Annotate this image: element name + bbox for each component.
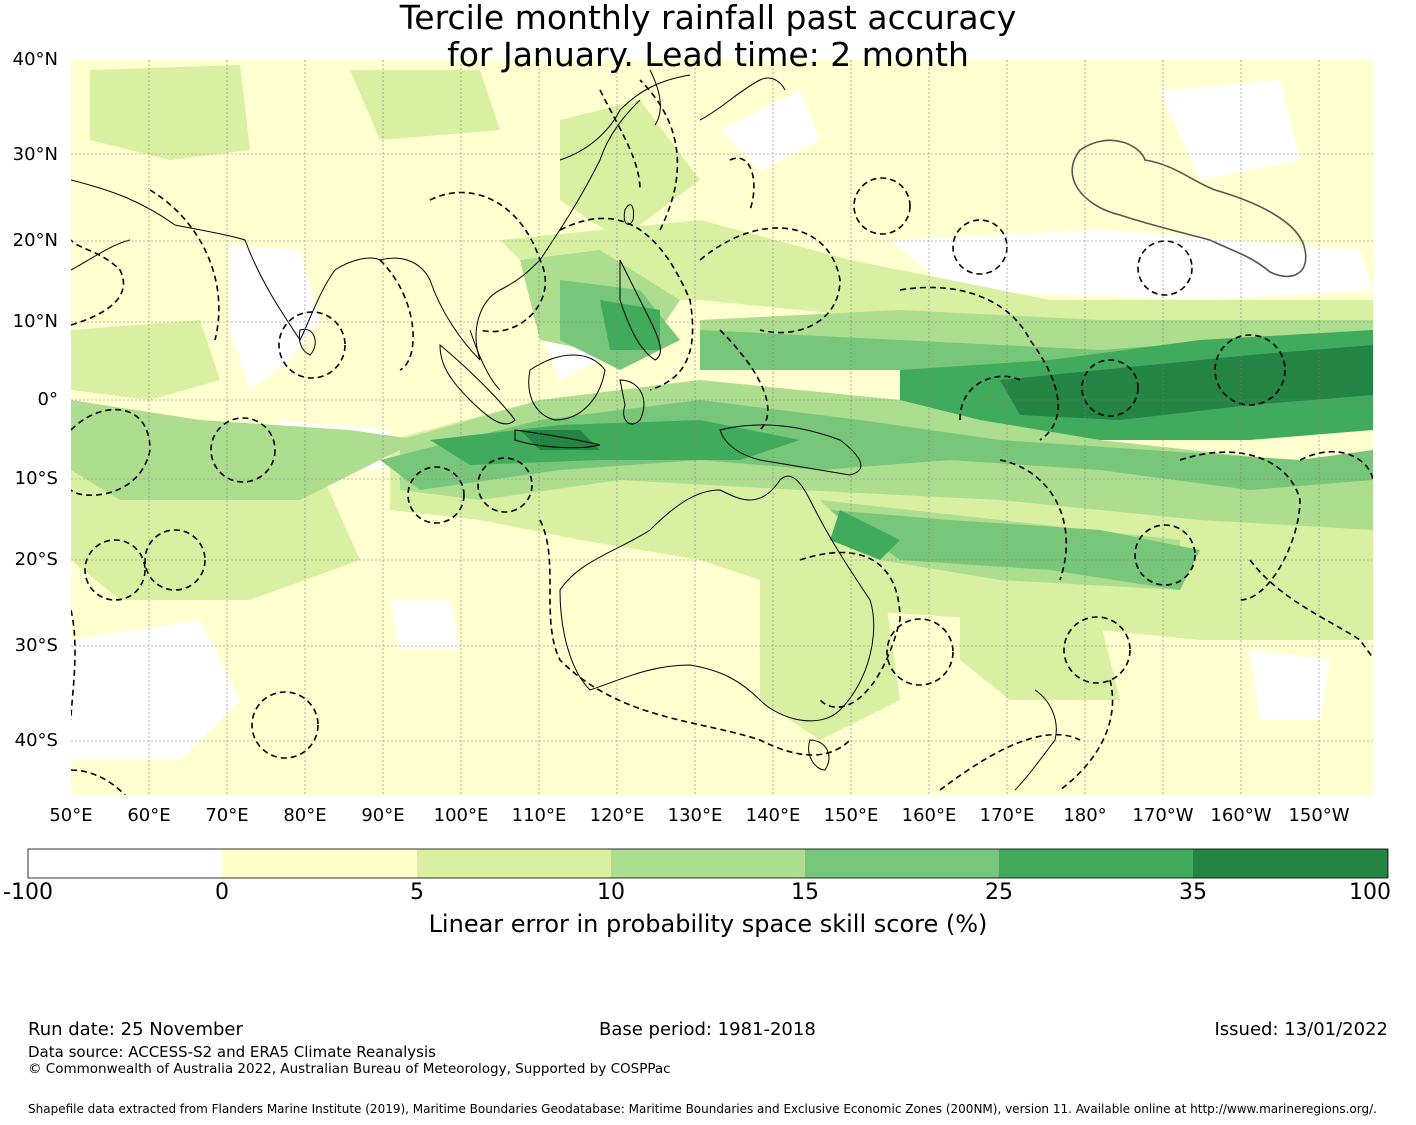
colorbar-bin-0-5: [222, 849, 417, 878]
data-source: Data source: ACCESS-S2 and ERA5 Climate …: [28, 1043, 436, 1061]
colorbar-tick-10: 10: [597, 880, 625, 905]
colorbar-tick-0: 0: [215, 880, 229, 905]
copyright-notice: © Commonwealth of Australia 2022, Austra…: [28, 1061, 671, 1077]
lon-label-160w: 160°W: [1210, 805, 1272, 826]
colorbar-label: Linear error in probability space skill …: [428, 910, 988, 938]
lat-label-equator: 0°: [37, 389, 58, 410]
issued-date: Issued: 13/01/2022: [1214, 1019, 1388, 1040]
hawaii-eez-boundary: [1071, 139, 1307, 278]
lon-label-180: 180°: [1063, 805, 1107, 826]
lon-label-170e: 170°E: [979, 805, 1035, 826]
base-period: Base period: 1981-2018: [599, 1019, 816, 1040]
lat-label-40s: 40°S: [14, 730, 58, 751]
lat-label-40n: 40°N: [12, 49, 58, 70]
colorbar-bin-15-25: [805, 849, 999, 878]
colorbar-tick-100: 100: [1349, 880, 1391, 905]
skill-map: [71, 60, 1373, 795]
coastlines: [71, 69, 1057, 791]
lon-label-80e: 80°E: [283, 805, 327, 826]
colorbar-tick-15: 15: [791, 880, 819, 905]
colorbar-tick-5: 5: [410, 880, 424, 905]
lon-label-170w: 170°W: [1132, 805, 1194, 826]
colorbar-bin-25-35: [999, 849, 1193, 878]
colorbar-tick-25: 25: [985, 880, 1013, 905]
lat-label-30s: 30°S: [14, 635, 58, 656]
colorbar-frame: [27, 848, 1389, 879]
lon-label-70e: 70°E: [205, 805, 249, 826]
lon-label-60e: 60°E: [127, 805, 171, 826]
lon-label-50e: 50°E: [49, 805, 93, 826]
run-date: Run date: 25 November: [28, 1019, 243, 1040]
lon-label-120e: 120°E: [589, 805, 645, 826]
lon-label-160e: 160°E: [901, 805, 957, 826]
map-title-line-2: for January. Lead time: 2 month: [447, 35, 969, 74]
skill-35-100-areas: [520, 345, 1373, 450]
colorbar-tick-neg100: -100: [3, 880, 53, 905]
lon-label-150w: 150°W: [1288, 805, 1350, 826]
lon-label-130e: 130°E: [667, 805, 723, 826]
lon-label-150e: 150°E: [823, 805, 879, 826]
lat-label-20s: 20°S: [14, 549, 58, 570]
colorbar-bin-neg100-0: [28, 849, 222, 878]
lat-label-30n: 30°N: [12, 144, 58, 165]
colorbar: [27, 848, 1389, 879]
lat-label-20n: 20°N: [12, 230, 58, 251]
shapefile-credit: Shapefile data extracted from Flanders M…: [28, 1102, 1377, 1116]
lat-label-10n: 10°N: [12, 311, 58, 332]
lon-label-110e: 110°E: [511, 805, 567, 826]
lon-label-100e: 100°E: [433, 805, 489, 826]
map-title-line-1: Tercile monthly rainfall past accuracy: [399, 0, 1017, 37]
colorbar-bin-35-100: [1193, 849, 1388, 878]
lon-label-140e: 140°E: [745, 805, 801, 826]
lat-label-10s: 10°S: [14, 468, 58, 489]
colorbar-bin-10-15: [611, 849, 805, 878]
colorbar-tick-35: 35: [1179, 880, 1207, 905]
eez-boundaries: [71, 79, 1373, 795]
lon-label-90e: 90°E: [361, 805, 405, 826]
graticule: [71, 60, 1373, 795]
colorbar-bin-5-10: [417, 849, 611, 878]
